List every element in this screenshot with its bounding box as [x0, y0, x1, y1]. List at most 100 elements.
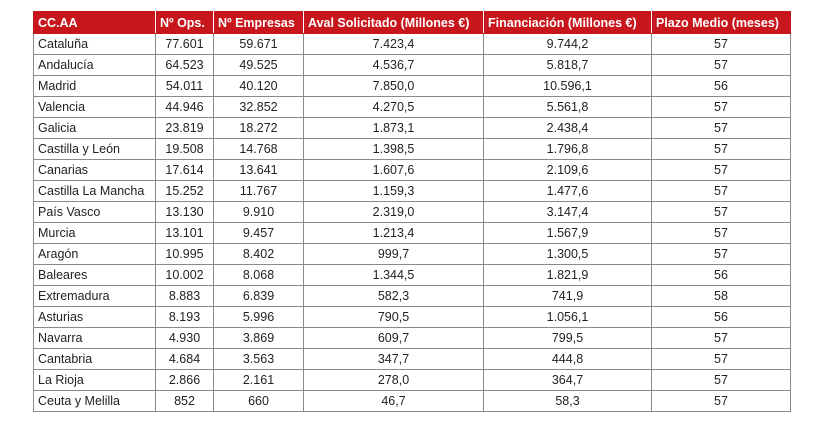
cell-aval-solicitado: 1.159,3 [303, 180, 484, 202]
cell-plazo-medio: 57 [651, 222, 791, 244]
header-plazo-medio: Plazo Medio (meses) [651, 11, 791, 34]
cell-aval-solicitado: 1.398,5 [303, 138, 484, 160]
cell-num-empresas: 660 [213, 390, 304, 412]
cell-aval-solicitado: 278,0 [303, 369, 484, 391]
cell-ccaa: La Rioja [33, 369, 156, 391]
cell-num-empresas: 8.068 [213, 264, 304, 286]
table-row: Canarias 17.614 13.641 1.607,6 2.109,6 57 [33, 159, 791, 181]
cell-num-ops: 19.508 [155, 138, 214, 160]
cell-num-ops: 852 [155, 390, 214, 412]
table-row: Galicia 23.819 18.272 1.873,1 2.438,4 57 [33, 117, 791, 139]
cell-aval-solicitado: 609,7 [303, 327, 484, 349]
cell-financiacion: 2.109,6 [483, 159, 652, 181]
cell-aval-solicitado: 4.270,5 [303, 96, 484, 118]
cell-plazo-medio: 57 [651, 348, 791, 370]
cell-num-ops: 77.601 [155, 33, 214, 55]
cell-num-empresas: 32.852 [213, 96, 304, 118]
table-row: Asturias 8.193 5.996 790,5 1.056,1 56 [33, 306, 791, 328]
cell-financiacion: 1.821,9 [483, 264, 652, 286]
table-row: Ceuta y Melilla 852 660 46,7 58,3 57 [33, 390, 791, 412]
cell-num-empresas: 13.641 [213, 159, 304, 181]
cell-financiacion: 10.596,1 [483, 75, 652, 97]
cell-ccaa: País Vasco [33, 201, 156, 223]
cell-num-empresas: 8.402 [213, 243, 304, 265]
table-row: Cataluña 77.601 59.671 7.423,4 9.744,2 57 [33, 33, 791, 55]
table-row: Extremadura 8.883 6.839 582,3 741,9 58 [33, 285, 791, 307]
cell-num-empresas: 9.457 [213, 222, 304, 244]
cell-financiacion: 1.056,1 [483, 306, 652, 328]
cell-ccaa: Madrid [33, 75, 156, 97]
cell-aval-solicitado: 582,3 [303, 285, 484, 307]
cell-num-ops: 17.614 [155, 159, 214, 181]
cell-financiacion: 741,9 [483, 285, 652, 307]
cell-financiacion: 1.300,5 [483, 243, 652, 265]
cell-financiacion: 2.438,4 [483, 117, 652, 139]
cell-num-ops: 4.930 [155, 327, 214, 349]
table-row: Baleares 10.002 8.068 1.344,5 1.821,9 56 [33, 264, 791, 286]
table-row: Aragón 10.995 8.402 999,7 1.300,5 57 [33, 243, 791, 265]
cell-num-ops: 13.101 [155, 222, 214, 244]
cell-plazo-medio: 57 [651, 117, 791, 139]
cell-financiacion: 1.796,8 [483, 138, 652, 160]
cell-plazo-medio: 57 [651, 96, 791, 118]
cell-num-empresas: 59.671 [213, 33, 304, 55]
table-row: Andalucía 64.523 49.525 4.536,7 5.818,7 57 [33, 54, 791, 76]
cell-plazo-medio: 57 [651, 327, 791, 349]
cell-ccaa: Canarias [33, 159, 156, 181]
cell-financiacion: 5.818,7 [483, 54, 652, 76]
cell-plazo-medio: 58 [651, 285, 791, 307]
cell-num-empresas: 5.996 [213, 306, 304, 328]
cell-num-ops: 23.819 [155, 117, 214, 139]
table-body: Cataluña 77.601 59.671 7.423,4 9.744,2 57 Anda… [33, 33, 791, 412]
cell-ccaa: Ceuta y Melilla [33, 390, 156, 412]
header-num-ops: Nº Ops. [155, 11, 214, 34]
table-row: Valencia 44.946 32.852 4.270,5 5.561,8 57 [33, 96, 791, 118]
cell-num-empresas: 3.869 [213, 327, 304, 349]
cell-financiacion: 799,5 [483, 327, 652, 349]
cell-num-empresas: 14.768 [213, 138, 304, 160]
header-aval-solicitado: Aval Solicitado (Millones €) [303, 11, 484, 34]
cell-plazo-medio: 57 [651, 390, 791, 412]
cell-ccaa: Cantabria [33, 348, 156, 370]
cell-plazo-medio: 56 [651, 306, 791, 328]
cell-aval-solicitado: 790,5 [303, 306, 484, 328]
cell-num-ops: 54.011 [155, 75, 214, 97]
cell-num-empresas: 11.767 [213, 180, 304, 202]
cell-ccaa: Murcia [33, 222, 156, 244]
cell-financiacion: 364,7 [483, 369, 652, 391]
table-row: Castilla y León 19.508 14.768 1.398,5 1.796,… [33, 138, 791, 160]
cell-financiacion: 5.561,8 [483, 96, 652, 118]
cell-plazo-medio: 57 [651, 180, 791, 202]
cell-plazo-medio: 56 [651, 264, 791, 286]
cell-plazo-medio: 57 [651, 243, 791, 265]
ccaa-data-table: CC.AA Nº Ops. Nº Empresas Aval Solicitad… [33, 11, 791, 412]
cell-aval-solicitado: 7.423,4 [303, 33, 484, 55]
cell-financiacion: 444,8 [483, 348, 652, 370]
table-row: Murcia 13.101 9.457 1.213,4 1.567,9 57 [33, 222, 791, 244]
cell-ccaa: Galicia [33, 117, 156, 139]
cell-num-ops: 8.883 [155, 285, 214, 307]
header-num-empresas: Nº Empresas [213, 11, 304, 34]
cell-financiacion: 58,3 [483, 390, 652, 412]
cell-ccaa: Extremadura [33, 285, 156, 307]
table-row: Cantabria 4.684 3.563 347,7 444,8 57 [33, 348, 791, 370]
cell-num-ops: 15.252 [155, 180, 214, 202]
cell-num-ops: 2.866 [155, 369, 214, 391]
cell-num-ops: 64.523 [155, 54, 214, 76]
cell-plazo-medio: 57 [651, 54, 791, 76]
cell-num-ops: 8.193 [155, 306, 214, 328]
cell-aval-solicitado: 2.319,0 [303, 201, 484, 223]
cell-num-empresas: 9.910 [213, 201, 304, 223]
cell-aval-solicitado: 999,7 [303, 243, 484, 265]
cell-ccaa: Navarra [33, 327, 156, 349]
cell-aval-solicitado: 7.850,0 [303, 75, 484, 97]
cell-aval-solicitado: 1.344,5 [303, 264, 484, 286]
cell-num-empresas: 2.161 [213, 369, 304, 391]
cell-aval-solicitado: 1.607,6 [303, 159, 484, 181]
header-ccaa: CC.AA [33, 11, 156, 34]
header-financiacion: Financiación (Millones €) [483, 11, 652, 34]
cell-aval-solicitado: 1.213,4 [303, 222, 484, 244]
cell-ccaa: Cataluña [33, 33, 156, 55]
table-row: Madrid 54.011 40.120 7.850,0 10.596,1 56 [33, 75, 791, 97]
cell-plazo-medio: 57 [651, 138, 791, 160]
